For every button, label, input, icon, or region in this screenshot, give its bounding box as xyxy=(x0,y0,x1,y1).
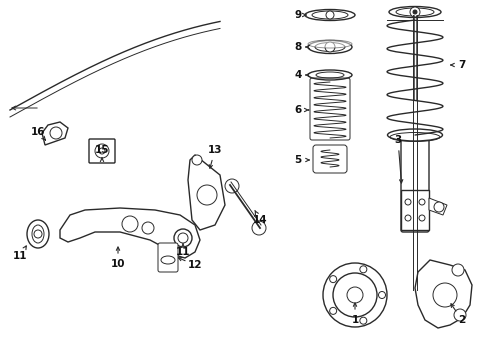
Circle shape xyxy=(50,127,62,139)
Text: 11: 11 xyxy=(13,251,27,261)
Text: 7: 7 xyxy=(458,60,466,70)
Circle shape xyxy=(360,266,367,273)
Ellipse shape xyxy=(308,40,352,48)
FancyBboxPatch shape xyxy=(89,139,115,163)
Text: 9: 9 xyxy=(294,10,301,20)
Text: 11: 11 xyxy=(176,247,190,257)
Circle shape xyxy=(405,215,411,221)
Polygon shape xyxy=(401,190,429,230)
Ellipse shape xyxy=(388,129,442,141)
Circle shape xyxy=(433,283,457,307)
Text: 13: 13 xyxy=(208,145,222,155)
Circle shape xyxy=(192,155,202,165)
Circle shape xyxy=(454,309,466,321)
Text: 1: 1 xyxy=(351,315,359,325)
Circle shape xyxy=(419,199,425,205)
Text: 12: 12 xyxy=(188,260,202,270)
Circle shape xyxy=(225,179,239,193)
Text: 5: 5 xyxy=(294,155,302,165)
Circle shape xyxy=(325,42,335,52)
Ellipse shape xyxy=(308,70,352,80)
Circle shape xyxy=(95,144,109,158)
Circle shape xyxy=(333,273,377,317)
Circle shape xyxy=(434,202,444,212)
Circle shape xyxy=(197,185,217,205)
Circle shape xyxy=(419,215,425,221)
Circle shape xyxy=(360,317,367,324)
Circle shape xyxy=(326,11,334,19)
FancyBboxPatch shape xyxy=(158,243,178,272)
Text: 3: 3 xyxy=(394,135,402,145)
Text: 6: 6 xyxy=(294,105,302,115)
Polygon shape xyxy=(429,198,447,215)
FancyBboxPatch shape xyxy=(401,138,429,232)
Text: 10: 10 xyxy=(111,259,125,269)
Ellipse shape xyxy=(32,225,44,243)
Ellipse shape xyxy=(178,233,188,243)
Text: 16: 16 xyxy=(31,127,45,137)
Polygon shape xyxy=(42,122,68,145)
Circle shape xyxy=(330,276,337,283)
Circle shape xyxy=(122,216,138,232)
Circle shape xyxy=(413,10,417,14)
Text: 14: 14 xyxy=(253,215,268,225)
Polygon shape xyxy=(60,208,200,258)
Circle shape xyxy=(34,230,42,238)
Ellipse shape xyxy=(27,220,49,248)
Text: 15: 15 xyxy=(95,145,109,155)
Circle shape xyxy=(99,148,105,154)
Ellipse shape xyxy=(308,41,352,54)
Circle shape xyxy=(142,222,154,234)
Ellipse shape xyxy=(389,6,441,18)
Circle shape xyxy=(452,264,464,276)
Circle shape xyxy=(410,7,420,17)
Text: 4: 4 xyxy=(294,70,302,80)
Circle shape xyxy=(405,199,411,205)
FancyBboxPatch shape xyxy=(313,145,347,173)
Ellipse shape xyxy=(174,229,192,247)
Polygon shape xyxy=(188,155,225,230)
Circle shape xyxy=(378,292,386,298)
Circle shape xyxy=(252,221,266,235)
Circle shape xyxy=(323,263,387,327)
Circle shape xyxy=(347,287,363,303)
Ellipse shape xyxy=(305,9,355,21)
Text: 8: 8 xyxy=(294,42,302,52)
Polygon shape xyxy=(415,260,472,328)
Text: 2: 2 xyxy=(458,315,466,325)
Circle shape xyxy=(330,307,337,314)
